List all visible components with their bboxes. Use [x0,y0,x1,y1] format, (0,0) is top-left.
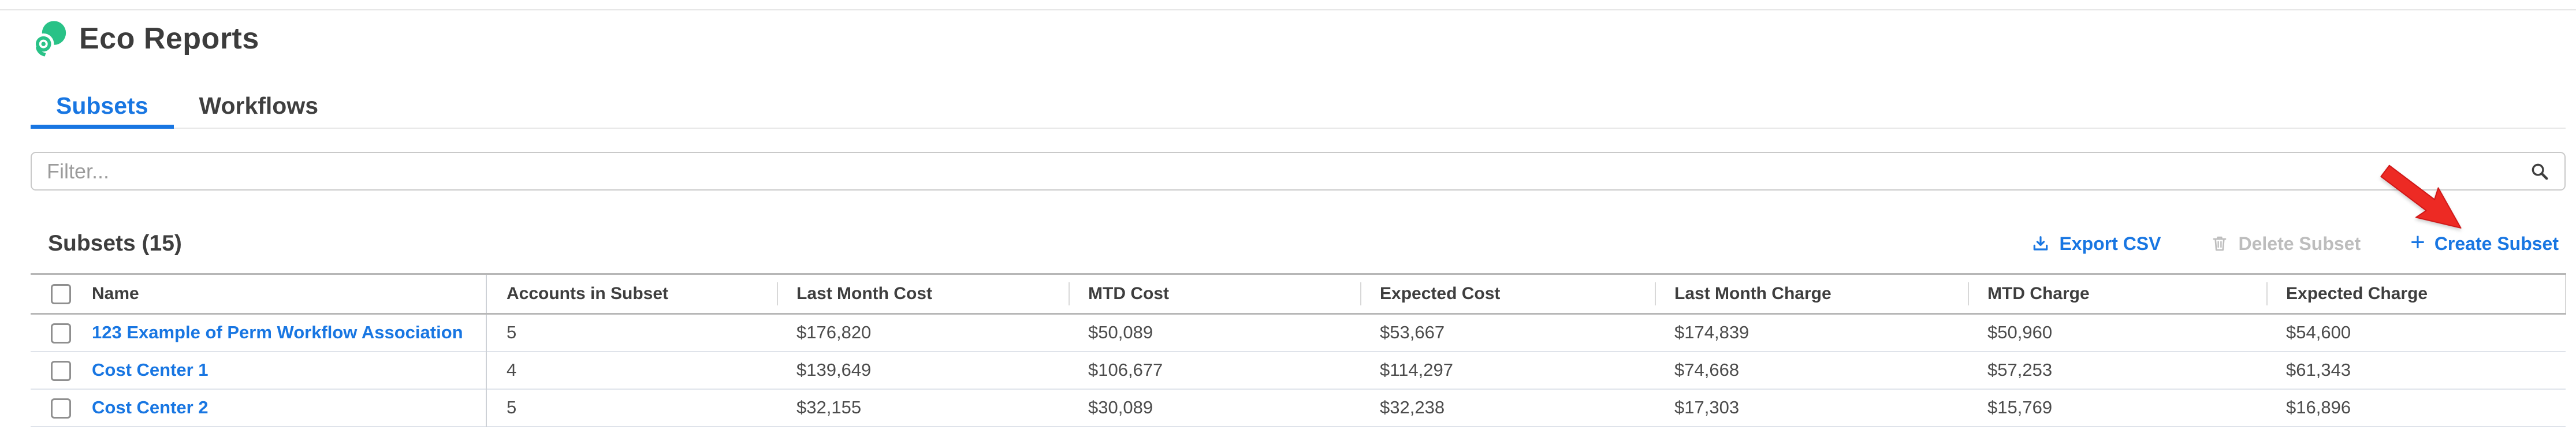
delete-subset-button[interactable]: Delete Subset [2210,233,2361,255]
last-month-charge-cell: $74,668 [1674,360,1740,380]
mtd-cost-cell: $30,089 [1088,397,1153,417]
subsets-toolbar: Subsets (15) Export CSV Delete Subset + … [48,228,2559,259]
accounts-cell: 5 [507,397,517,417]
expected-cost-cell: $53,667 [1380,322,1445,343]
expected-cost-cell: $32,238 [1380,397,1445,417]
last-month-charge-cell: $17,303 [1674,397,1740,417]
mtd-cost-cell: $50,089 [1088,322,1153,343]
row-checkbox[interactable] [51,323,71,344]
eco-logo-icon [33,21,66,57]
annotation-arrow-icon [2380,165,2462,229]
plus-icon: + [2410,228,2425,256]
export-csv-button[interactable]: Export CSV [2031,233,2161,255]
table-row: Cost Center 2 5 $32,155 $30,089 $32,238 … [31,389,2566,427]
col-header-accounts: Accounts in Subset [486,274,777,315]
mtd-cost-cell: $106,677 [1088,360,1163,380]
last-month-cost-cell: $139,649 [796,360,872,380]
subset-link[interactable]: Cost Center 2 [92,397,209,417]
filter-input[interactable] [31,152,2566,191]
col-header-expected-charge: Expected Charge [2266,274,2566,315]
create-subset-button[interactable]: + Create Subset [2410,228,2559,256]
subset-link[interactable]: Cost Center 1 [92,360,209,380]
top-divider [0,9,2576,10]
page-title: Eco Reports [79,22,259,55]
search-icon[interactable] [2530,162,2549,181]
tab-workflows[interactable]: Workflows [199,92,319,119]
subsets-count-heading: Subsets (15) [48,231,182,256]
subset-link[interactable]: 123 Example of Perm Workflow Association [92,322,463,343]
download-icon [2034,236,2048,251]
table-row: Cost Center 1 4 $139,649 $106,677 $114,2… [31,351,2566,389]
last-month-cost-cell: $32,155 [796,397,862,417]
col-header-name: Name [81,274,487,315]
select-all-checkbox[interactable] [51,283,71,304]
col-header-mtd-charge: MTD Charge [1968,274,2266,315]
expected-cost-cell: $114,297 [1380,360,1453,380]
col-header-last-month-cost: Last Month Cost [777,274,1069,315]
expected-charge-cell: $61,343 [2286,360,2351,380]
col-header-mtd-cost: MTD Cost [1069,274,1360,315]
mtd-charge-cell: $50,960 [1987,322,2053,343]
table-header-row: Name Accounts in Subset Last Month Cost … [31,274,2566,315]
last-month-charge-cell: $174,839 [1674,322,1749,343]
mtd-charge-cell: $57,253 [1987,360,2053,380]
last-month-cost-cell: $176,820 [796,322,872,343]
subsets-table: Name Accounts in Subset Last Month Cost … [31,273,2566,427]
trash-icon [2213,236,2227,251]
col-header-last-month-charge: Last Month Charge [1655,274,1968,315]
row-checkbox[interactable] [51,360,71,381]
accounts-cell: 5 [507,322,517,343]
filter-bar [31,152,2566,191]
accounts-cell: 4 [507,360,517,380]
tabs-bar: Subsets Workflows [31,84,2566,129]
expected-charge-cell: $54,600 [2286,322,2351,343]
mtd-charge-cell: $15,769 [1987,397,2053,417]
col-header-expected-cost: Expected Cost [1360,274,1655,315]
delete-subset-label: Delete Subset [2238,233,2361,254]
export-csv-label: Export CSV [2059,233,2161,254]
expected-charge-cell: $16,896 [2286,397,2351,417]
app-header: Eco Reports [33,20,259,58]
table-row: 123 Example of Perm Workflow Association… [31,313,2566,352]
create-subset-label: Create Subset [2434,233,2559,254]
tab-subsets[interactable]: Subsets [31,84,174,129]
row-checkbox[interactable] [51,398,71,419]
toolbar-actions: Export CSV Delete Subset + Create Subset [2031,228,2559,256]
